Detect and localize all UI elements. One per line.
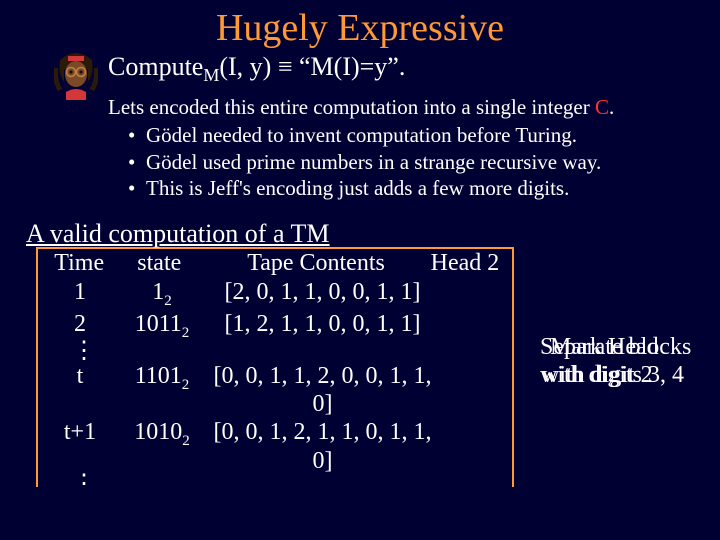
th-head: Head 2	[426, 249, 504, 277]
cell-time: t	[46, 362, 114, 419]
state-val: 1	[152, 279, 164, 305]
valid-computation-heading: A valid computation of a TM	[26, 219, 720, 249]
state-sub: 2	[164, 292, 172, 308]
tm-table: Time state Tape Contents Head 2 1 12 [2,…	[46, 249, 504, 487]
encode-c: C	[595, 95, 609, 119]
state-sub: 2	[182, 376, 190, 392]
th-tape: Tape Contents	[206, 249, 426, 277]
cell-state: 10102	[114, 418, 210, 475]
cell-state: 11012	[114, 362, 210, 419]
tm-header-row: Time state Tape Contents Head 2	[46, 249, 504, 277]
cell-time: 1	[46, 278, 114, 310]
encode-lead-b: .	[609, 95, 614, 119]
cell-tape: [2, 0, 1, 1, 0, 0, 1, 1]	[210, 278, 435, 310]
vdots-row: ⋮	[46, 475, 504, 487]
table-row: t 11012 [0, 0, 1, 1, 2, 0, 0, 1, 1, 0]	[46, 362, 504, 419]
bullet-item: This is Jeff's encoding just adds a few …	[128, 175, 720, 201]
cell-state: 12	[114, 278, 210, 310]
th-time: Time	[46, 249, 112, 277]
side-overlay-2: with digit 2	[542, 362, 653, 390]
encode-lead-a: Lets encoded this entire computation int…	[108, 95, 595, 119]
compute-rest: (I, y) ≡ “M(I)=y”.	[219, 52, 405, 81]
cell-time: t+1	[46, 418, 114, 475]
vdots-icon: ⋮	[46, 475, 114, 487]
encoding-paragraph: Lets encoded this entire computation int…	[108, 94, 720, 201]
table-row: 1 12 [2, 0, 1, 1, 0, 0, 1, 1]	[46, 278, 504, 310]
bullet-item: Gödel needed to invent computation befor…	[128, 122, 720, 148]
vdots-row: ⋮	[46, 342, 504, 361]
cell-state: 10112	[114, 310, 210, 342]
slide-title: Hugely Expressive	[0, 0, 720, 50]
side-annotation: Mark Head Separate blocks with digit 2 w…	[540, 334, 691, 389]
compute-subscript: M	[203, 65, 219, 85]
side-line-1: Mark Head Separate blocks	[540, 334, 691, 362]
state-sub: 2	[182, 325, 190, 341]
th-state: state	[112, 249, 206, 277]
compute-definition: ComputeM(I, y) ≡ “M(I)=y”.	[108, 52, 720, 86]
bullet-item: Gödel used prime numbers in a strange re…	[128, 149, 720, 175]
compute-prefix: Compute	[108, 52, 203, 81]
side-line-2: with digit 2 with digits 3, 4	[540, 362, 691, 390]
state-val: 1010	[134, 419, 182, 445]
state-val: 1101	[135, 363, 182, 389]
cell-tape: [0, 0, 1, 2, 1, 1, 0, 1, 1, 0]	[210, 418, 435, 475]
side-overlay-1: Mark Head	[550, 334, 659, 362]
table-row: 2 10112 [1, 2, 1, 1, 0, 0, 1, 1]	[46, 310, 504, 342]
state-sub: 2	[182, 433, 190, 449]
cell-tape: [1, 2, 1, 1, 0, 0, 1, 1]	[210, 310, 435, 342]
tm-table-box: Time state Tape Contents Head 2 1 12 [2,…	[36, 247, 514, 487]
avatar-icon	[54, 50, 98, 100]
state-val: 1011	[135, 311, 182, 337]
encode-bullets: Gödel needed to invent computation befor…	[128, 122, 720, 201]
cell-tape: [0, 0, 1, 1, 2, 0, 0, 1, 1, 0]	[210, 362, 435, 419]
table-row: t+1 10102 [0, 0, 1, 2, 1, 1, 0, 1, 1, 0]	[46, 418, 504, 475]
vdots-icon: ⋮	[46, 342, 114, 361]
